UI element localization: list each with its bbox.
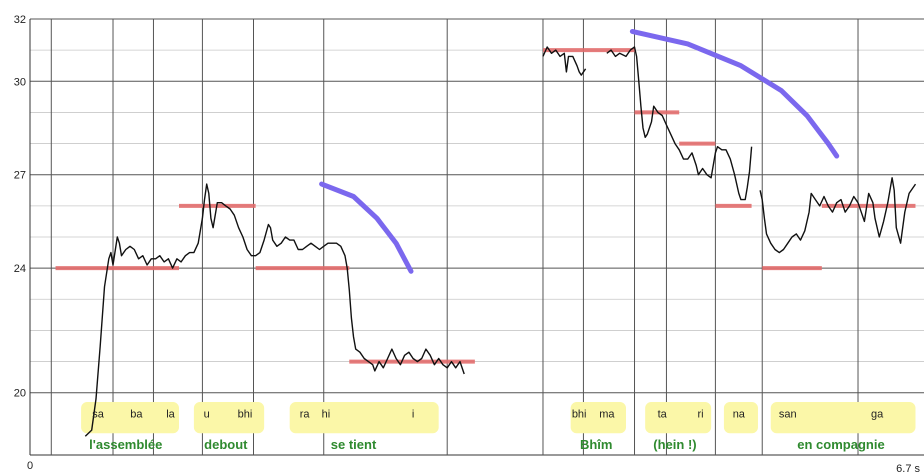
y-tick-label: 27 xyxy=(14,170,26,182)
y-tick-label: 20 xyxy=(14,388,26,400)
syllable-label: u xyxy=(204,409,210,421)
syllable-label: ga xyxy=(871,409,884,421)
syllable-label: sa xyxy=(92,409,105,421)
x-axis-start-label: 0 xyxy=(27,460,33,472)
syllable-boxes xyxy=(81,402,916,434)
syllable-label: hi xyxy=(322,409,331,421)
syllable-label: i xyxy=(412,409,414,421)
word-label: l'assemblée xyxy=(89,437,162,452)
syllable-label: san xyxy=(779,409,797,421)
syllable-box xyxy=(645,402,712,434)
y-tick-label: 24 xyxy=(14,263,26,275)
pitch-curve xyxy=(84,46,917,437)
y-tick-label: 32 xyxy=(14,14,26,26)
syllable-box xyxy=(81,402,179,434)
y-tick-label: 30 xyxy=(14,76,26,88)
syllable-box xyxy=(193,402,265,434)
syllable-label: ma xyxy=(599,409,615,421)
word-label: en compagnie xyxy=(797,437,884,452)
syllable-label: ri xyxy=(697,409,703,421)
syllable-label: ra xyxy=(300,409,311,421)
trend-line xyxy=(319,181,414,274)
word-label: debout xyxy=(204,437,248,452)
word-label: se tient xyxy=(331,437,377,452)
word-label: (hein !) xyxy=(653,437,696,452)
pitch-segment xyxy=(606,46,753,201)
syllable-label: ta xyxy=(658,409,668,421)
syllable-label: ba xyxy=(130,409,143,421)
syllable-box xyxy=(723,402,758,434)
pitch-segment xyxy=(84,183,465,437)
x-axis-end-label: 6.7 s xyxy=(896,463,920,475)
syllable-box xyxy=(770,402,916,434)
grid: 20 24 27 30 32 xyxy=(14,14,924,456)
text-labels: sa ba la u bhi ra hi i bhi ma ta ri na san gal'assembl… xyxy=(89,409,885,452)
syllable-label: bhi xyxy=(238,409,253,421)
syllable-label: la xyxy=(166,409,175,421)
pitch-segment xyxy=(542,46,587,76)
syllable-box xyxy=(289,402,439,434)
trend-line xyxy=(629,28,840,159)
syllable-label: bhi xyxy=(572,409,587,421)
segment-boundaries xyxy=(50,19,859,455)
syllable-label: na xyxy=(733,409,746,421)
pitch-segment xyxy=(759,177,917,254)
syllable-box xyxy=(570,402,626,434)
trend-lines xyxy=(319,28,840,274)
word-label: Bhîm xyxy=(580,437,613,452)
